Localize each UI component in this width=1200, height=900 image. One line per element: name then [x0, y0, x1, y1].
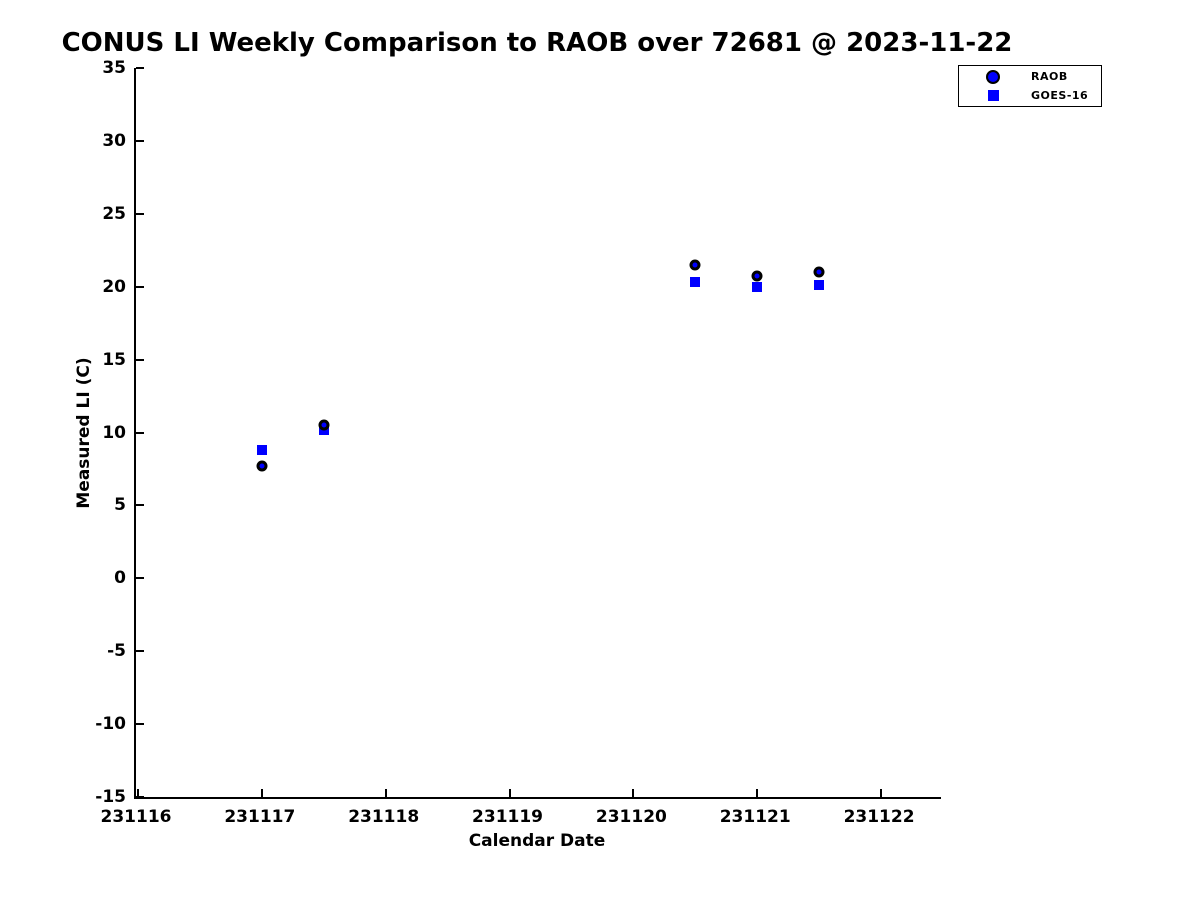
y-tick-label: 30	[102, 130, 126, 151]
y-tick-mark	[136, 504, 144, 507]
y-tick-label: 10	[102, 422, 126, 443]
x-tick-label: 231120	[595, 807, 667, 827]
y-tick-mark	[136, 650, 144, 653]
y-tick-label: -15	[95, 787, 126, 807]
y-tick-mark	[136, 139, 144, 142]
y-tick-mark	[136, 723, 144, 726]
legend-marker-cell	[959, 90, 1015, 101]
x-axis-label: Calendar Date	[468, 831, 606, 851]
y-tick-mark	[136, 431, 144, 434]
y-tick-mark	[136, 796, 144, 798]
raob-marker	[256, 460, 268, 472]
raob-legend-circle-icon	[986, 69, 1000, 84]
x-tick-mark	[508, 789, 511, 797]
y-tick-label: 35	[102, 58, 126, 78]
x-tick-label: 231119	[472, 807, 544, 827]
x-tick-mark	[384, 789, 387, 797]
y-tick-label: -10	[95, 714, 126, 735]
y-tick-mark	[136, 577, 144, 580]
raob-marker	[318, 419, 330, 431]
legend-label: GOES-16	[1031, 89, 1089, 102]
y-tick-mark	[136, 67, 144, 69]
y-tick-label: 20	[102, 276, 126, 297]
goes-16-marker	[256, 444, 267, 455]
x-tick-mark	[137, 789, 139, 797]
legend: RAOB GOES-16	[958, 65, 1102, 107]
x-tick-mark	[260, 789, 263, 797]
y-tick-label: 15	[102, 349, 126, 370]
x-tick-mark	[880, 789, 883, 797]
x-tick-mark	[632, 789, 635, 797]
x-tick-mark	[756, 789, 759, 797]
goes-16-marker	[752, 281, 763, 292]
x-tick-label: 231118	[348, 807, 420, 827]
raob-marker	[813, 266, 825, 278]
y-tick-label: 0	[114, 568, 126, 589]
chart-title: CONUS LI Weekly Comparison to RAOB over …	[61, 28, 1013, 58]
legend-item-raob: RAOB	[959, 67, 1101, 86]
plot-area	[134, 67, 941, 799]
x-tick-label: 231116	[100, 807, 172, 827]
y-tick-mark	[136, 212, 144, 215]
y-tick-label: 5	[114, 495, 126, 516]
goes-16-legend-square-icon	[987, 90, 999, 101]
legend-label: RAOB	[1031, 70, 1068, 83]
y-tick-mark	[136, 285, 144, 288]
legend-marker-cell	[959, 69, 1015, 84]
y-tick-mark	[136, 358, 144, 361]
x-tick-label: 231122	[843, 807, 915, 827]
goes-16-marker	[814, 280, 825, 291]
goes-16-marker	[690, 277, 701, 288]
raob-marker	[751, 270, 763, 282]
legend-item-goes-16: GOES-16	[959, 86, 1101, 105]
y-tick-label: -5	[107, 641, 126, 662]
y-tick-label: 25	[102, 203, 126, 224]
x-tick-label: 231121	[719, 807, 791, 827]
raob-marker	[689, 259, 701, 271]
x-tick-label: 231117	[224, 807, 296, 827]
